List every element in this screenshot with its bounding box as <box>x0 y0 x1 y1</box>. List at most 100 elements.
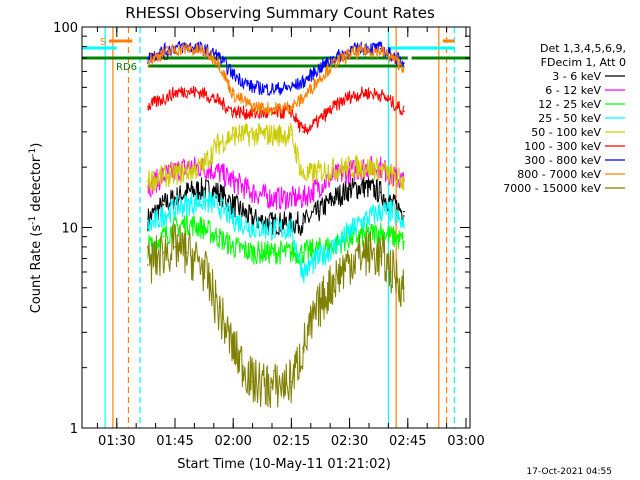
series-points-7 <box>147 47 405 110</box>
legend-header-0: Det 1,3,4,5,6,9, <box>540 42 626 55</box>
data-point-0-2 <box>174 197 176 199</box>
y-tick-label-0: 1 <box>70 422 78 437</box>
data-point-8-3 <box>185 251 188 254</box>
data-point-7-16 <box>391 57 394 59</box>
data-point-7-15 <box>379 50 382 52</box>
axes: 1 10 100 01:30 01:45 02:00 02:15 02:30 02:45 03:0… <box>53 21 485 449</box>
x-tick-label-4: 02:30 <box>331 434 368 449</box>
data-point-3-16 <box>391 210 394 213</box>
data-point-6-0 <box>147 57 149 59</box>
series-lines <box>147 40 405 408</box>
legend-label-2: 12 - 25 keV <box>538 98 601 111</box>
data-point-3-4 <box>201 200 203 203</box>
series-points-4 <box>147 134 405 183</box>
data-point-1-6 <box>232 180 234 183</box>
data-point-0-11 <box>317 210 320 213</box>
vertical-markers <box>104 27 455 428</box>
legend-header-1: FDecim 1, Att 0 <box>541 56 626 69</box>
data-point-4-17 <box>403 180 405 183</box>
data-point-0-10 <box>302 222 304 225</box>
flag-label-s: S <box>100 37 106 48</box>
legend: Det 1,3,4,5,6,9,FDecim 1, Att 03 - 6 keV… <box>503 42 626 195</box>
data-point-7-8 <box>271 108 273 110</box>
data-point-0-17 <box>403 210 405 213</box>
legend-label-7: 800 - 7000 keV <box>517 168 601 181</box>
data-point-2-17 <box>403 240 405 243</box>
data-point-4-6 <box>232 134 234 136</box>
legend-label-3: 25 - 50 keV <box>538 112 601 125</box>
data-point-2-10 <box>302 251 304 254</box>
data-point-2-4 <box>201 226 203 229</box>
series-line-8 <box>147 223 405 408</box>
data-point-4-16 <box>391 175 394 178</box>
data-point-3-0 <box>147 226 149 229</box>
data-point-4-5 <box>216 143 219 146</box>
data-point-8-15 <box>379 255 382 257</box>
data-point-8-6 <box>232 347 234 350</box>
data-point-4-10 <box>302 175 304 178</box>
data-point-8-11 <box>317 306 320 309</box>
data-point-5-11 <box>317 120 320 122</box>
data-point-3-8 <box>271 228 273 231</box>
data-point-5-0 <box>147 106 149 108</box>
data-point-5-12 <box>333 106 335 108</box>
data-point-5-1 <box>162 97 165 100</box>
data-point-0-5 <box>216 191 219 193</box>
data-point-5-2 <box>174 91 176 94</box>
x-tick-label-5: 02:45 <box>389 434 426 449</box>
data-point-8-16 <box>391 271 394 273</box>
data-point-4-13 <box>348 166 351 168</box>
data-point-8-1 <box>162 251 165 254</box>
data-point-3-1 <box>162 214 165 217</box>
data-point-2-1 <box>162 235 165 238</box>
data-point-2-14 <box>364 234 366 236</box>
data-point-6-15 <box>379 47 382 50</box>
data-point-8-17 <box>403 287 405 289</box>
data-point-7-10 <box>302 97 304 100</box>
data-point-4-1 <box>162 175 165 178</box>
data-point-6-13 <box>348 50 351 52</box>
y-axis-label: Count Rate (s-1 detector-1) <box>28 143 44 314</box>
data-point-0-1 <box>162 203 165 206</box>
chart-title: RHESSI Observing Summary Count Rates <box>125 4 435 22</box>
data-point-6-17 <box>403 62 405 64</box>
data-point-3-13 <box>348 231 351 233</box>
x-axis-label: Start Time (10-May-11 01:21:02) <box>177 457 391 472</box>
data-point-2-16 <box>391 235 394 238</box>
series-8 <box>147 223 405 408</box>
data-point-4-9 <box>290 134 293 136</box>
data-point-4-12 <box>333 168 335 171</box>
series-line-7 <box>147 42 405 116</box>
data-point-1-9 <box>290 197 293 199</box>
data-point-1-10 <box>302 197 304 199</box>
series-line-6 <box>147 40 405 97</box>
data-point-3-7 <box>251 226 254 229</box>
data-point-7-13 <box>348 53 351 56</box>
data-point-3-3 <box>185 203 188 206</box>
data-point-1-13 <box>348 170 351 173</box>
data-point-7-7 <box>251 106 254 108</box>
data-point-8-14 <box>364 251 366 254</box>
series-line-4 <box>147 122 405 192</box>
data-point-7-2 <box>174 49 176 51</box>
data-point-7-1 <box>162 52 165 54</box>
data-point-0-4 <box>201 188 203 191</box>
data-point-4-0 <box>147 180 149 183</box>
data-point-3-2 <box>174 207 176 209</box>
series-line-3 <box>147 189 405 284</box>
series-4 <box>147 122 405 192</box>
data-point-7-5 <box>216 59 219 62</box>
data-point-8-4 <box>201 264 203 266</box>
data-point-0-8 <box>271 222 273 225</box>
data-point-5-5 <box>216 99 219 102</box>
data-point-7-14 <box>364 50 366 52</box>
data-point-6-11 <box>317 67 320 70</box>
data-point-8-2 <box>174 246 176 248</box>
data-point-5-4 <box>201 91 203 94</box>
data-point-7-12 <box>333 62 335 64</box>
data-point-5-13 <box>348 95 351 98</box>
data-point-0-13 <box>348 188 351 191</box>
data-point-7-0 <box>147 59 149 62</box>
data-point-4-8 <box>271 134 273 136</box>
